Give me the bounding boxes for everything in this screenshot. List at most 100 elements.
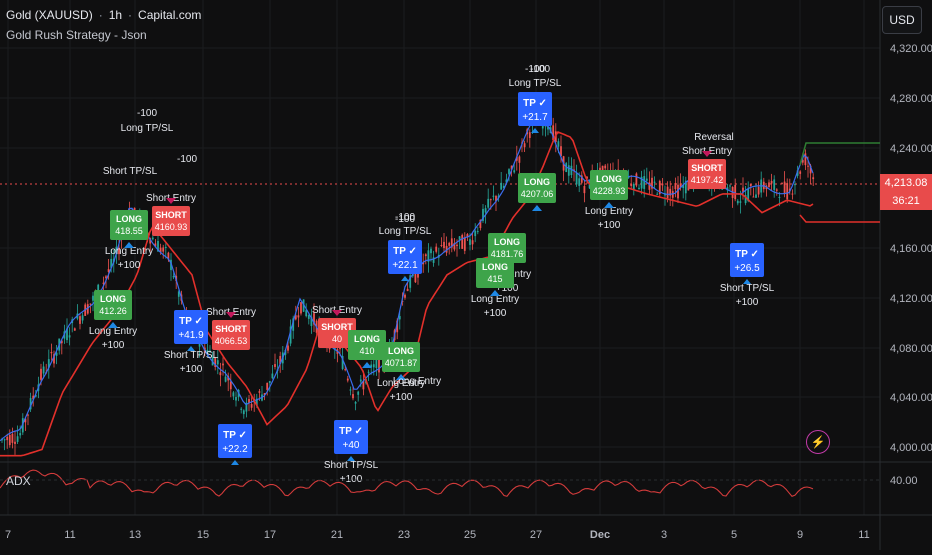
candle-body — [482, 208, 484, 221]
candle-body — [222, 363, 224, 366]
signal-box — [318, 318, 356, 348]
candle-body — [801, 159, 804, 163]
candle-body — [224, 376, 227, 382]
candle-body — [552, 125, 555, 141]
tp-label: TP ✓ — [735, 249, 759, 260]
signal-box — [688, 159, 726, 189]
tp-arrow — [347, 456, 355, 461]
candle-body — [417, 272, 419, 278]
candle-body — [578, 178, 581, 186]
signal-value: 4160.93 — [155, 222, 188, 232]
candle-body — [567, 165, 570, 176]
candle-body — [313, 313, 315, 325]
symbol-name[interactable]: Gold (XAUUSD) — [6, 8, 93, 22]
candle-body — [495, 196, 497, 202]
candle-body — [807, 165, 809, 167]
candle-body — [677, 184, 679, 199]
candle-body — [162, 247, 165, 252]
candle-body — [341, 356, 344, 370]
signal-value: 410 — [359, 346, 374, 356]
signal-arrow — [532, 205, 542, 211]
strategy-name[interactable]: Gold Rush Strategy - Json — [6, 28, 147, 42]
candle-body — [752, 196, 755, 198]
tp-note: Long TP/SL — [379, 226, 432, 237]
signal-label: LONG — [100, 294, 126, 304]
signal-box — [152, 206, 190, 236]
signal-box — [590, 170, 628, 200]
currency-button[interactable]: USD — [882, 6, 922, 34]
tp-box — [174, 310, 208, 344]
candle-body — [8, 434, 11, 446]
candle-body — [489, 199, 492, 201]
candle-body — [219, 372, 222, 376]
candle-body — [214, 357, 217, 367]
tp-note: Short TP/SL — [164, 350, 219, 361]
adx-pane-label[interactable]: ADX — [6, 474, 31, 488]
candle-body — [47, 359, 50, 368]
price-axis-label: 4,040.00 — [890, 392, 932, 404]
tp-marker: TP ✓ +40 Short TP/SL +100 — [324, 420, 379, 485]
candle-body — [427, 250, 430, 262]
candle-body — [804, 153, 807, 166]
candle-body — [289, 326, 292, 344]
candle-body — [424, 254, 427, 257]
candle-body — [255, 398, 258, 406]
tp-value: +22.2 — [222, 444, 248, 455]
candle-body — [757, 186, 760, 195]
candle-body — [445, 245, 448, 253]
candle-body — [149, 238, 152, 244]
candle-body — [749, 184, 752, 187]
candle-body — [453, 243, 456, 250]
candle-body — [448, 242, 451, 246]
tp-label: TP ✓ — [523, 98, 547, 109]
signal-value: 4207.06 — [521, 189, 554, 199]
tp-note: Long TP/SL — [509, 78, 562, 89]
signal-box — [518, 173, 556, 203]
signal-note: Long Entry — [377, 378, 425, 389]
candle-body — [157, 241, 159, 252]
candle-body — [263, 393, 266, 396]
candle-body — [547, 126, 549, 130]
candle-body — [492, 195, 495, 197]
candle-body — [505, 179, 508, 183]
timeframe-label[interactable]: 1h — [108, 8, 123, 22]
signal-value: 412.26 — [99, 306, 127, 316]
price-axis-label: 4,160.00 — [890, 243, 932, 255]
candle-body — [164, 246, 167, 248]
candle-body — [294, 315, 297, 320]
signal-label: SHORT — [691, 163, 723, 173]
signal-box — [348, 330, 386, 360]
signal-value: 415 — [487, 274, 502, 284]
candle-body — [476, 231, 479, 233]
candle-body — [778, 196, 781, 198]
signal-value: 40 — [332, 334, 342, 344]
chart-annotation: Long Entry — [393, 376, 441, 387]
tp-box — [730, 243, 764, 277]
separator-dot: · — [98, 8, 103, 22]
candle-body — [305, 310, 308, 317]
candle-body — [513, 170, 516, 173]
tp-marker: TP ✓ +22.2 — [218, 424, 252, 465]
candle-body — [42, 366, 45, 374]
tp-arrow — [531, 128, 539, 133]
candle-body — [479, 219, 482, 229]
tp-value: +26.5 — [734, 263, 760, 274]
signal-arrow — [396, 374, 406, 380]
candle-body — [643, 176, 646, 189]
tp-value: +22.1 — [392, 260, 418, 271]
tp-box — [218, 424, 252, 458]
candle-body — [375, 359, 378, 369]
candle-body — [352, 394, 354, 399]
candle-body — [682, 184, 685, 189]
candle-body — [154, 243, 157, 247]
tp-box — [518, 92, 552, 126]
signal-box — [110, 210, 148, 240]
candle-body — [510, 165, 513, 170]
candle-body — [235, 397, 237, 401]
lightning-icon[interactable]: ⚡ — [806, 430, 830, 454]
candle-body — [227, 375, 230, 381]
tp-arrow — [401, 276, 409, 281]
